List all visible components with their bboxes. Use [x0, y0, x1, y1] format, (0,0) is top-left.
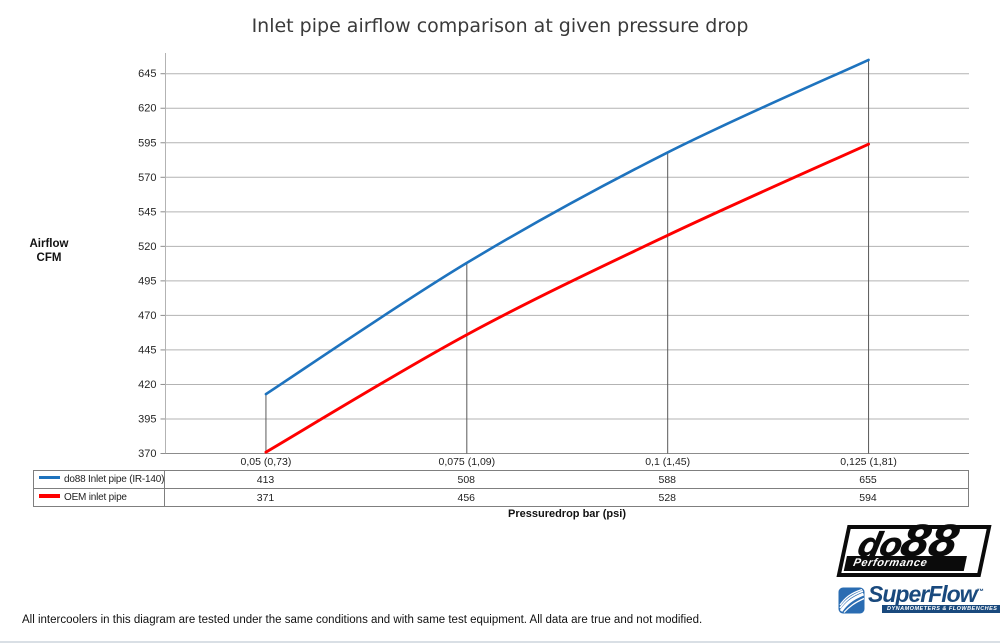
y-tick-label: 445: [138, 344, 156, 356]
y-tick-label: 595: [138, 137, 156, 149]
superflow-wordmark: SuperFlow™: [868, 581, 984, 608]
y-tick-label: 620: [138, 103, 156, 115]
legend-swatch: [39, 476, 60, 480]
superflow-logo: SuperFlow™ DYNAMOMETERS & FLOWBENCHES: [838, 581, 1000, 617]
y-tick-label: 645: [138, 68, 156, 80]
value-cell: 655: [767, 470, 969, 489]
y-tick-label: 570: [138, 172, 156, 184]
do88-performance-tagline: Performance: [843, 556, 967, 571]
value-cell: 594: [859, 491, 877, 504]
table-row: do88 Inlet pipe (IR-140) 413 508 588 655: [33, 470, 969, 489]
x-category-label: 0,1 (1,45): [645, 456, 690, 468]
value-cell: 371: [256, 491, 275, 504]
value-cell: 413: [164, 470, 366, 489]
chart-title: Inlet pipe airflow comparison at given p…: [251, 15, 749, 37]
value-cell: 528: [658, 491, 677, 504]
x-category-label: 0,075 (1,09): [439, 456, 496, 468]
y-axis-title: Airflow CFM: [16, 237, 82, 265]
y-tick-label: 370: [138, 448, 156, 460]
y-tick-label: 420: [138, 379, 156, 391]
value-cell: 456: [457, 491, 476, 504]
bottom-edge-line: [0, 641, 1000, 643]
legend-item: do88 Inlet pipe (IR-140): [33, 470, 166, 489]
x-axis-title: Pressuredrop bar (psi): [508, 508, 626, 520]
x-category-label: 0,05 (0,73): [241, 456, 292, 468]
y-axis-title-line2: CFM: [36, 252, 62, 264]
y-tick-label: 395: [138, 413, 156, 425]
do88-logo: do88 Performance: [836, 517, 992, 577]
value-cell: 588: [566, 470, 768, 489]
y-tick-label: 545: [138, 206, 156, 218]
superflow-wave-icon: [838, 587, 865, 614]
series-line-oem-inlet-pipe: [264, 142, 871, 454]
legend-item: OEM inlet pipe: [33, 488, 166, 507]
value-cell: 508: [365, 470, 567, 489]
superflow-trademark: ™: [976, 588, 984, 596]
series-line-do88-inlet-pipe-(ir-140): [264, 58, 870, 396]
table-row: OEM inlet pipe 371 456 528 594: [33, 488, 969, 507]
data-table: do88 Inlet pipe (IR-140) 413 508 588 655 OEM …: [33, 470, 970, 507]
legend-label: OEM inlet pipe: [64, 492, 127, 503]
y-axis-title-line1: Airflow: [29, 238, 69, 250]
y-tick-label: 470: [138, 310, 156, 322]
legend-label: do88 Inlet pipe (IR-140): [64, 474, 165, 485]
superflow-tagline: DYNAMOMETERS & FLOWBENCHES: [882, 605, 1000, 613]
x-category-label: 0,125 (1,81): [840, 456, 897, 468]
superflow-wordmark-text: SuperFlow: [868, 581, 978, 607]
y-tick-label: 495: [138, 275, 156, 287]
legend-swatch: [39, 493, 60, 498]
y-tick-label: 520: [138, 241, 156, 253]
footer-note: All intercoolers in this diagram are tes…: [22, 614, 703, 626]
